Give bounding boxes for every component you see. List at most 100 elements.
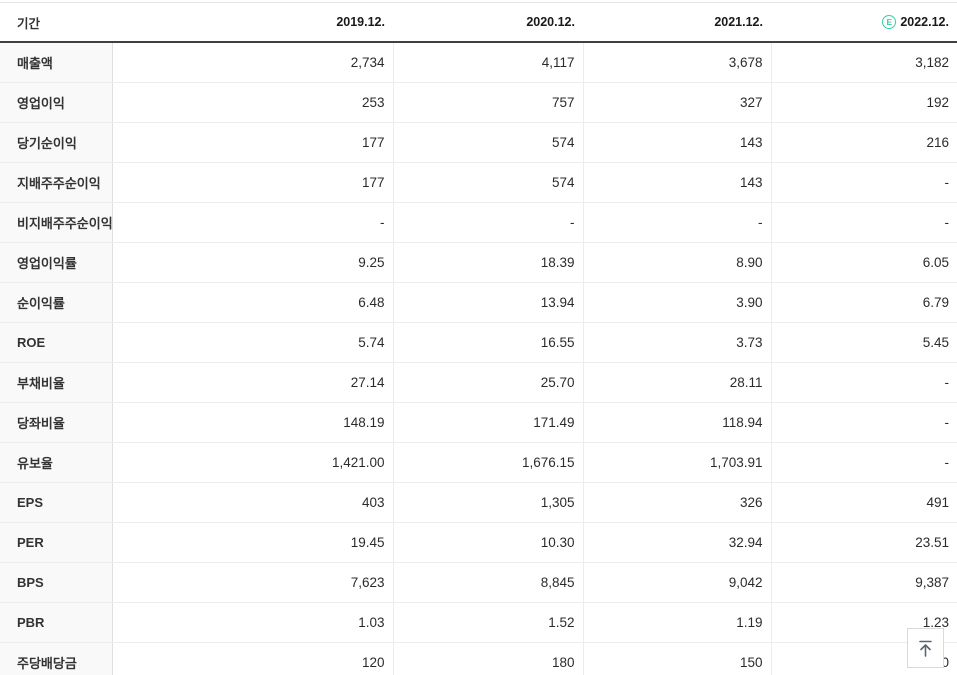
value-cell: 1.19 (583, 602, 772, 643)
row-label: PER (0, 522, 113, 563)
table-row: BPS 7,623 8,845 9,042 9,387 (0, 562, 957, 603)
value-cell: 326 (583, 482, 772, 523)
column-header: E 2022.12. (771, 3, 957, 43)
value-cell: 757 (393, 82, 584, 123)
row-label: 비지배주주순이익 (0, 202, 113, 243)
row-label: BPS (0, 562, 113, 603)
value-cell: 8,845 (393, 562, 584, 603)
column-header: 2021.12. (583, 3, 771, 43)
value-cell: 32.94 (583, 522, 772, 563)
row-label: 지배주주순이익 (0, 162, 113, 203)
row-label: PBR (0, 602, 113, 643)
table-row: 영업이익 253 757 327 192 (0, 82, 957, 123)
table-row: 영업이익률 9.25 18.39 8.90 6.05 (0, 242, 957, 283)
value-cell: 143 (583, 162, 772, 203)
table-row: 지배주주순이익 177 574 143- (0, 162, 957, 203)
table-row: PER 19.45 10.30 32.94 23.51 (0, 522, 957, 563)
row-label: 영업이익 (0, 82, 113, 123)
value-cell: 216 (771, 122, 957, 163)
row-label: 매출액 (0, 42, 113, 83)
value-cell: - (771, 402, 957, 443)
row-label: 유보율 (0, 442, 113, 483)
financial-statements-table: 기간 2019.12. 2020.12. 2021.12. E 2022.12. 매출액… (0, 3, 957, 675)
value-cell: 574 (393, 122, 584, 163)
value-cell: 27.14 (112, 362, 394, 403)
value-cell: 1,676.15 (393, 442, 584, 483)
value-cell: 1.52 (393, 602, 584, 643)
value-cell: 192 (771, 82, 957, 123)
value-cell: 6.05 (771, 242, 957, 283)
value-cell: 18.39 (393, 242, 584, 283)
table-row: 부채비율 27.14 25.70 28.11- (0, 362, 957, 403)
table-row: EPS 403 1,305 326 491 (0, 482, 957, 523)
value-cell: 574 (393, 162, 584, 203)
value-cell: - (771, 162, 957, 203)
value-cell: 7,623 (112, 562, 394, 603)
value-cell: 6.48 (112, 282, 394, 323)
value-cell: 1,421.00 (112, 442, 394, 483)
value-cell: 118.94 (583, 402, 772, 443)
value-cell: 25.70 (393, 362, 584, 403)
value-cell: - (771, 202, 957, 243)
value-cell: - (393, 202, 584, 243)
value-cell: - (771, 362, 957, 403)
value-cell: 9,387 (771, 562, 957, 603)
value-cell: 143 (583, 122, 772, 163)
value-cell: 13.94 (393, 282, 584, 323)
table-row: 주당배당금 120 180 150 0 (0, 642, 957, 675)
table-row: ROE 5.74 16.55 3.73 5.45 (0, 322, 957, 363)
value-cell: 120 (112, 642, 394, 675)
row-label: EPS (0, 482, 113, 523)
column-header-label: 2022.12. (900, 15, 949, 29)
column-header: 2020.12. (393, 3, 583, 43)
value-cell: 9.25 (112, 242, 394, 283)
table-header-row: 기간 2019.12. 2020.12. 2021.12. E 2022.12. (0, 3, 957, 43)
value-cell: 1,305 (393, 482, 584, 523)
table-row: PBR 1.03 1.52 1.19 1.23 (0, 602, 957, 643)
value-cell: 148.19 (112, 402, 394, 443)
value-cell: 2,734 (112, 42, 394, 83)
value-cell: 23.51 (771, 522, 957, 563)
value-cell: - (771, 442, 957, 483)
value-cell: 28.11 (583, 362, 772, 403)
value-cell: 3,182 (771, 42, 957, 83)
row-label: ROE (0, 322, 113, 363)
value-cell: 16.55 (393, 322, 584, 363)
estimate-badge-icon: E (882, 15, 897, 29)
value-cell: 253 (112, 82, 394, 123)
row-label: 당기순이익 (0, 122, 113, 163)
scroll-to-top-button[interactable] (907, 628, 944, 668)
value-cell: 1.03 (112, 602, 394, 643)
column-header-period: 기간 (0, 3, 112, 43)
row-label: 당좌비율 (0, 402, 113, 443)
value-cell: 9,042 (583, 562, 772, 603)
row-label: 영업이익률 (0, 242, 113, 283)
value-cell: 171.49 (393, 402, 584, 443)
value-cell: 19.45 (112, 522, 394, 563)
arrow-up-to-top-icon (919, 640, 932, 657)
value-cell: 3.73 (583, 322, 772, 363)
row-label: 주당배당금 (0, 642, 113, 675)
value-cell: 177 (112, 122, 394, 163)
value-cell: 491 (771, 482, 957, 523)
value-cell: 1,703.91 (583, 442, 772, 483)
value-cell: 3,678 (583, 42, 772, 83)
column-header-label: 2020.12. (526, 15, 575, 29)
value-cell: 403 (112, 482, 394, 523)
table-row: 순이익률 6.48 13.94 3.90 6.79 (0, 282, 957, 323)
table-row: 당좌비율 148.19 171.49 118.94- (0, 402, 957, 443)
value-cell: 3.90 (583, 282, 772, 323)
value-cell: - (583, 202, 772, 243)
table-row: 매출액 2,734 4,117 3,678 3,182 (0, 42, 957, 83)
column-header-label: 2021.12. (714, 15, 763, 29)
value-cell: 5.45 (771, 322, 957, 363)
value-cell: 5.74 (112, 322, 394, 363)
table-row: 유보율 1,421.00 1,676.15 1,703.91- (0, 442, 957, 483)
row-label: 순이익률 (0, 282, 113, 323)
value-cell: 177 (112, 162, 394, 203)
column-header: 2019.12. (112, 3, 393, 43)
table-row: 비지배주주순이익 - - - - (0, 202, 957, 243)
value-cell: 10.30 (393, 522, 584, 563)
